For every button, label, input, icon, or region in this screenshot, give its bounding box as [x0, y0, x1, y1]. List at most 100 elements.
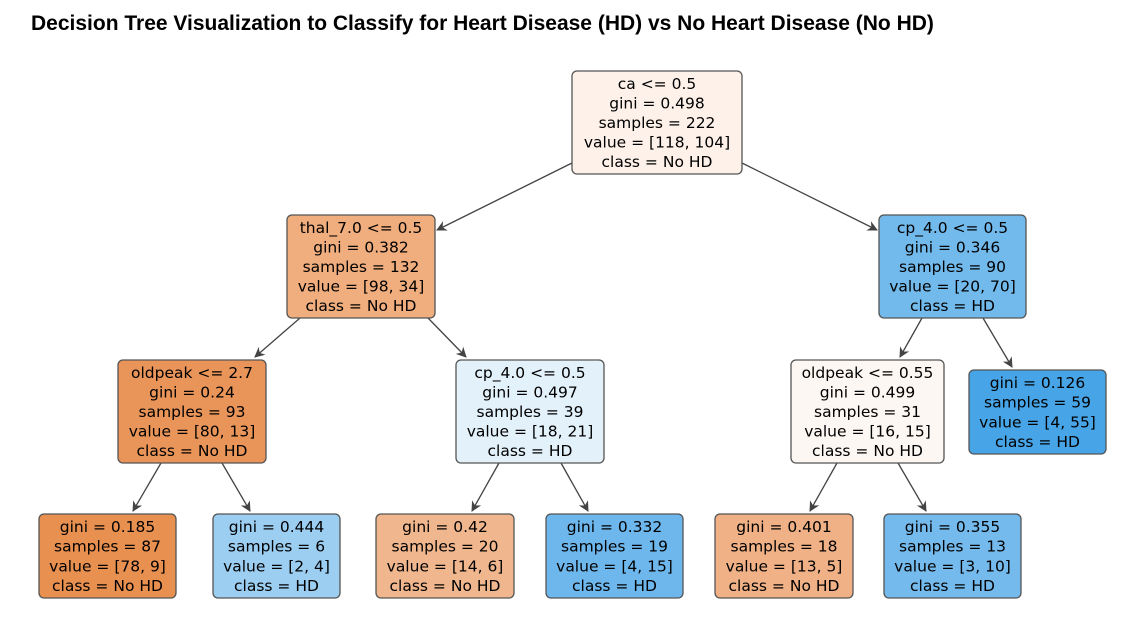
node-box: [38, 513, 177, 599]
node-line: oldpeak <= 0.55: [802, 364, 934, 382]
node-line: class = HD: [910, 297, 995, 315]
node-line: samples = 59: [984, 394, 1091, 412]
node-box: [714, 513, 854, 599]
node-line: samples = 132: [303, 258, 420, 276]
node-line: value = [2, 4]: [223, 557, 330, 575]
node-line: samples = 18: [731, 538, 838, 556]
node-line: class = No HD: [729, 577, 840, 595]
node-line: value = [14, 6]: [387, 557, 504, 575]
node-box: [968, 369, 1107, 455]
node-line: samples = 19: [561, 538, 668, 556]
node-line: gini = 0.498: [609, 94, 705, 112]
node-box: [571, 70, 743, 175]
tree-edge-n2-n6: [982, 317, 1013, 368]
node-box: [117, 359, 267, 464]
node-line: gini = 0.497: [482, 383, 578, 401]
node-line: class = No HD: [137, 442, 248, 460]
node-line: gini = 0.42: [402, 518, 488, 536]
tree-edge-n0-n1: [436, 162, 573, 231]
node-line: gini = 0.499: [820, 383, 916, 401]
node-line: class = No HD: [306, 297, 417, 315]
node-line: samples = 222: [599, 114, 716, 132]
tree-edge-n1-n3: [254, 317, 301, 358]
node-line: value = [4, 55]: [979, 413, 1096, 431]
diagram-title: Decision Tree Visualization to Classify …: [31, 12, 934, 35]
node-line: samples = 39: [477, 403, 584, 421]
node-line: thal_7.0 <= 0.5: [300, 219, 423, 238]
tree-edge-n4-n10: [560, 462, 589, 512]
node-box: [878, 214, 1027, 319]
node-box: [883, 513, 1022, 599]
tree-edges: [132, 162, 1013, 512]
tree-edge-n3-n7: [132, 462, 162, 512]
node-box: [212, 513, 341, 599]
node-line: gini = 0.382: [313, 238, 409, 256]
node-box: [455, 359, 605, 464]
node-line: class = No HD: [390, 577, 501, 595]
node-box: [790, 359, 945, 464]
node-line: samples = 20: [392, 538, 499, 556]
node-line: value = [20, 70]: [889, 278, 1016, 296]
node-line: samples = 93: [139, 403, 246, 421]
node-line: value = [3, 10]: [894, 557, 1011, 575]
node-line: gini = 0.332: [567, 518, 663, 536]
node-line: samples = 13: [899, 538, 1006, 556]
node-line: gini = 0.444: [229, 518, 325, 536]
node-line: gini = 0.126: [990, 374, 1086, 392]
node-line: samples = 87: [54, 538, 161, 556]
node-line: oldpeak <= 2.7: [131, 364, 253, 382]
tree-edge-n5-n12: [897, 462, 927, 512]
node-line: class = HD: [234, 577, 319, 595]
node-box: [545, 513, 684, 599]
node-line: value = [98, 34]: [298, 278, 425, 296]
node-line: class = HD: [572, 577, 657, 595]
tree-edge-n4-n9: [471, 462, 500, 512]
node-line: value = [13, 5]: [726, 557, 843, 575]
node-line: class = HD: [995, 433, 1080, 451]
node-line: ca <= 0.5: [618, 75, 697, 93]
node-line: cp_4.0 <= 0.5: [897, 219, 1008, 238]
tree-edge-n1-n4: [427, 317, 467, 358]
node-line: class = HD: [910, 577, 995, 595]
tree-edge-n2-n5: [899, 317, 923, 358]
node-line: gini = 0.185: [60, 518, 156, 536]
node-line: gini = 0.355: [905, 518, 1001, 536]
node-box: [286, 214, 436, 319]
node-line: samples = 90: [899, 258, 1006, 276]
node-line: gini = 0.401: [736, 518, 832, 536]
node-line: gini = 0.346: [905, 238, 1001, 256]
node-line: gini = 0.24: [149, 383, 235, 401]
tree-edge-n5-n11: [809, 462, 838, 512]
tree-edge-n3-n8: [221, 462, 251, 512]
node-line: class = No HD: [52, 577, 163, 595]
node-line: value = [4, 15]: [556, 557, 673, 575]
node-line: cp_4.0 <= 0.5: [474, 364, 585, 383]
node-line: samples = 31: [814, 403, 921, 421]
node-box: [375, 513, 515, 599]
node-line: class = No HD: [812, 442, 923, 460]
node-line: value = [18, 21]: [467, 423, 594, 441]
tree-edge-n0-n2: [741, 162, 878, 231]
node-line: class = No HD: [602, 153, 713, 171]
node-line: samples = 6: [228, 538, 325, 556]
node-line: value = [118, 104]: [584, 134, 730, 152]
node-line: class = HD: [488, 442, 573, 460]
node-line: value = [16, 15]: [804, 423, 931, 441]
node-line: value = [80, 13]: [129, 423, 256, 441]
node-line: value = [78, 9]: [49, 557, 166, 575]
